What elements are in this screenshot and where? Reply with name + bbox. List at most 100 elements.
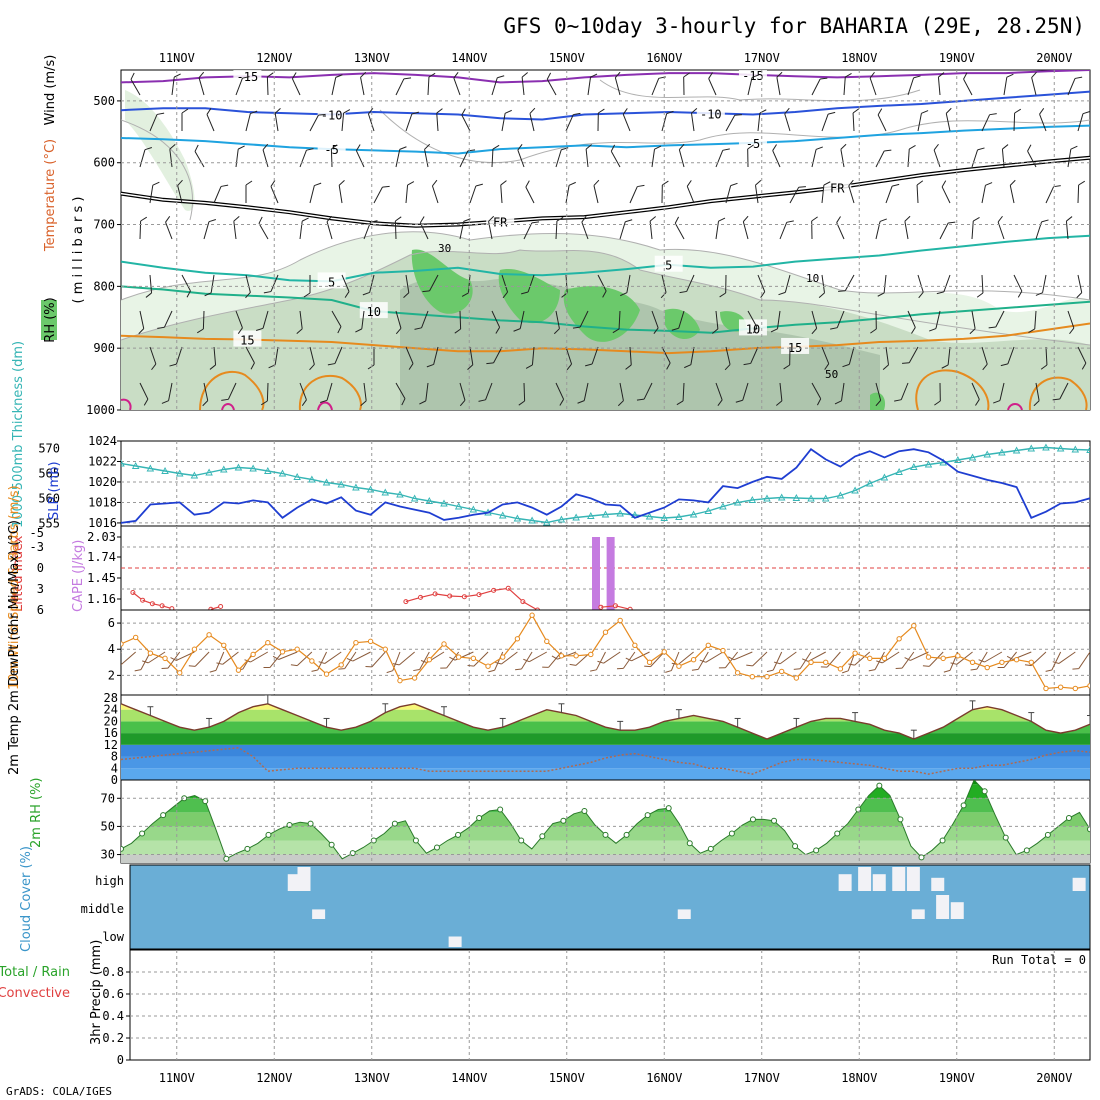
barb-flag [403,292,410,299]
barb-staff [670,651,680,671]
barb-staff [1003,77,1008,96]
rh-marker [121,845,124,852]
barb-flag [875,400,882,407]
barb-staff [779,382,783,401]
barb-flag [934,400,941,406]
barb-staff [908,346,919,363]
isotherm-line [121,285,1090,334]
rh-marker [623,831,630,838]
barb-staff [266,382,269,402]
barb-flag [751,74,759,78]
barb-flag [206,108,212,115]
precip-gridlines [130,950,1090,1060]
thickness-marker [821,494,830,502]
barb-staff [747,77,753,96]
cloud-yaxis: high middle low [81,874,125,944]
wind-barb [936,274,951,295]
wind-barb [523,221,540,240]
wind-barb [355,144,365,168]
wind-speed-marker [1087,683,1090,689]
barb-staff [674,223,685,240]
barb-flag [403,77,412,80]
wind-barb-10m [665,651,680,673]
barb-flag [529,107,536,114]
barb-staff [175,346,183,365]
barb-flag [1028,328,1035,333]
barb-staff [198,77,205,96]
isotherm-line [121,124,1090,155]
barb-flag [625,657,632,662]
wind-speed-marker [646,659,653,666]
barb-flag [913,75,921,79]
barb-staff [811,310,818,329]
rh-marker [497,806,504,813]
wind-barb-10m [997,651,1017,669]
wind-barb [715,148,730,168]
barb-staff [943,274,951,293]
wind-barb [204,274,215,297]
barb-staff [395,78,405,96]
wind-barb-10m [1052,651,1076,664]
wind-barb [555,216,564,240]
barb-flag [993,400,1001,404]
wind-barbs-upper [130,71,1090,407]
thickness-marker [220,465,228,473]
wind-barb [233,216,240,240]
barb-staff [461,114,471,132]
barb-flag [449,656,456,661]
barb-staff [527,274,535,293]
barb-flag [662,180,669,186]
barb-staff [843,77,846,96]
li-segment [507,587,524,603]
barb-flag [242,76,250,79]
barb-flag [1002,144,1009,150]
barb-flag [746,664,753,667]
barb-staff [485,382,493,400]
wind-speed-marker [397,677,403,684]
wind-barb [875,382,882,407]
barb-flag [1009,179,1016,186]
barb-flag [337,326,342,334]
wind-barb [963,72,973,96]
barb-flag [114,661,120,667]
wind-barb [1031,71,1037,96]
wind-barb [196,310,205,334]
wind-barb-10m [467,651,489,667]
barb-flag [1081,362,1087,370]
barb-flag [335,74,343,78]
wind-barb-10m [895,651,915,669]
wind-tick-label: 6 [108,616,115,630]
barb-flag [691,668,699,671]
wind-barb-10m [868,651,885,672]
barb-staff [338,185,343,204]
barb-flag [620,292,628,297]
barb-flag [360,71,367,78]
wind-barb [139,147,152,168]
wind-barb [719,274,727,298]
rh-marker [834,830,841,837]
barb-staff [614,77,621,96]
barb-flag [904,657,911,661]
barb-flag [426,363,434,368]
wind-speed-marker [206,632,212,638]
wind-speed-marker [177,670,183,676]
barb-staff [772,651,783,671]
barb-flag [413,668,420,672]
wind-barb [907,75,921,96]
wind-barb [149,346,157,371]
cape-tick-label: 1.74 [87,550,116,564]
wind-barb [747,144,754,168]
wind-speed-marker [470,655,477,662]
barb-staff [555,149,562,168]
wind-barb [981,113,997,132]
barb-flag [989,113,997,116]
barb-staff [181,274,191,292]
wind-barb [776,71,783,96]
slp-tick-label: 1024 [88,434,117,448]
wind-speed-marker [279,649,286,655]
barb-flag [877,292,885,297]
barb-flag [488,669,495,673]
wind-speed-marker [852,650,858,656]
thickness-marker [175,469,184,477]
